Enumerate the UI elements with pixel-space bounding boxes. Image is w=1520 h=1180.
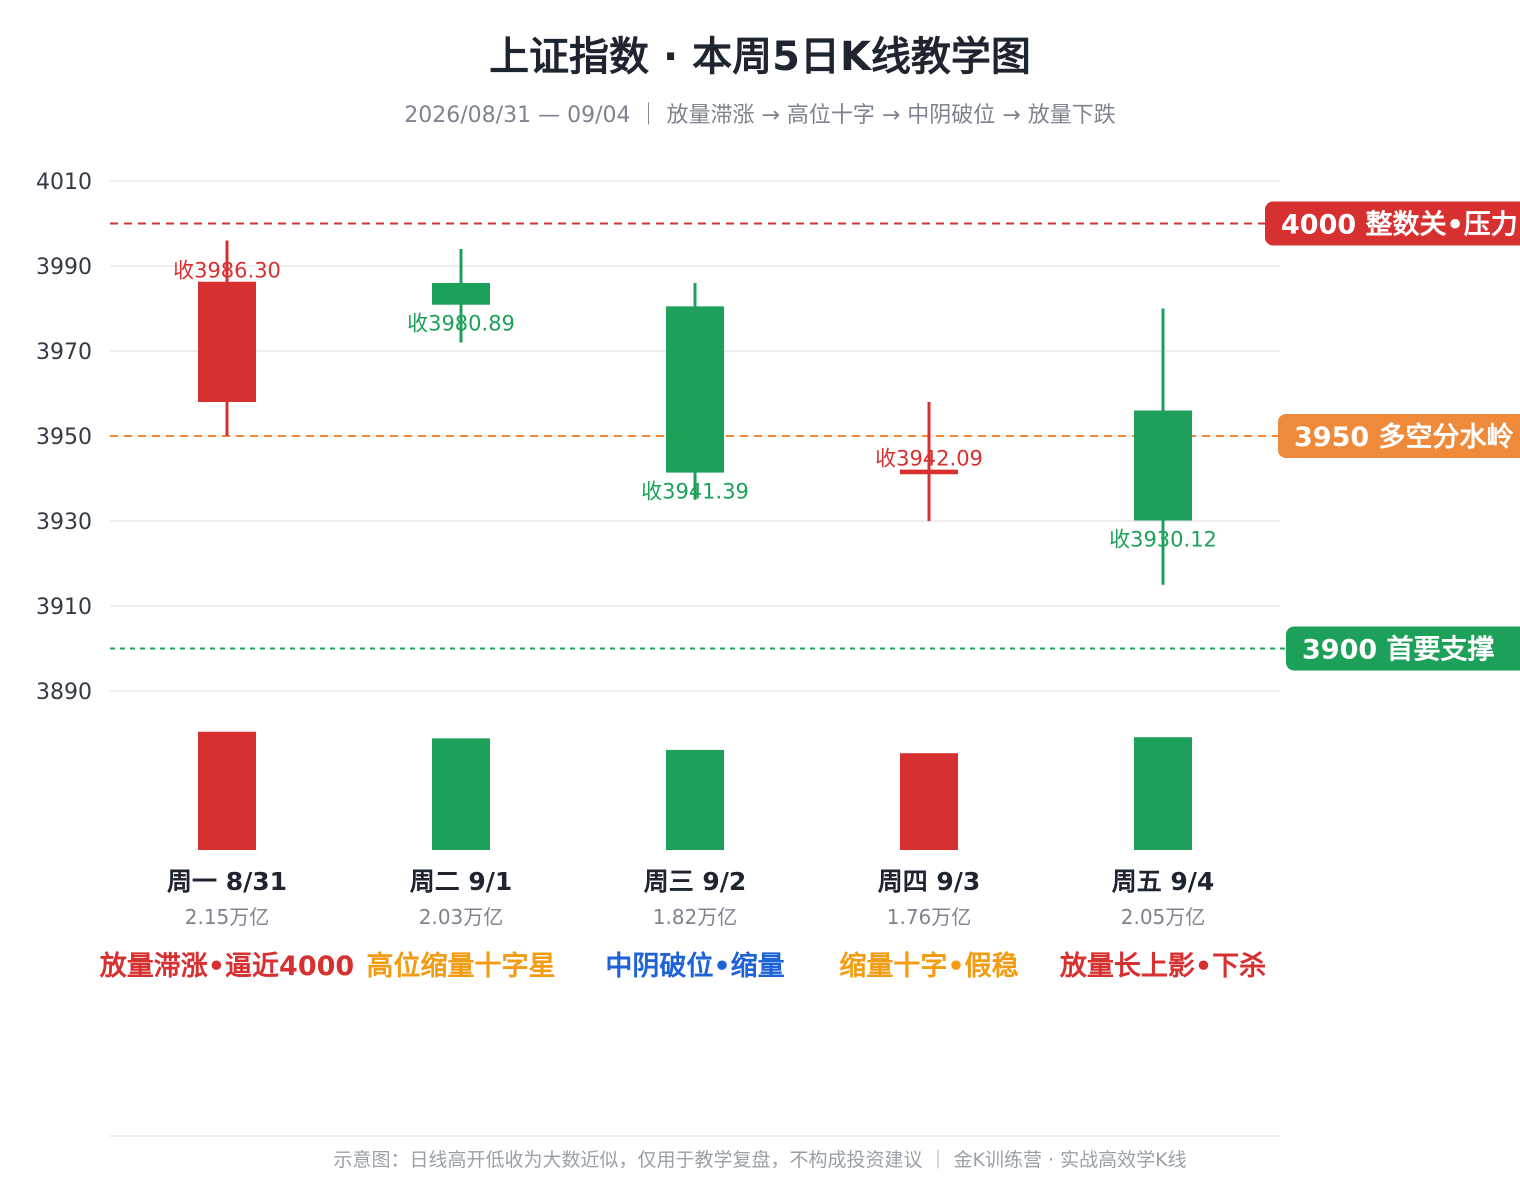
volume-bar <box>198 731 256 850</box>
y-tick-label: 3950 <box>36 425 92 450</box>
y-tick-label: 3930 <box>36 510 92 535</box>
reference-label: 3900 首要支撑 <box>1302 634 1495 666</box>
volume-bar <box>1134 737 1192 850</box>
volume-label: 2.03万亿 <box>419 905 504 929</box>
candle-body <box>1134 410 1192 521</box>
volume-label: 2.05万亿 <box>1121 905 1206 929</box>
y-tick-label: 3970 <box>36 340 92 365</box>
close-label: 收3986.30 <box>173 259 281 283</box>
chart-subtitle: 2026/08/31 — 09/04 ｜ 放量滞涨 → 高位十字 → 中阴破位 … <box>404 103 1115 128</box>
volume-label: 1.76万亿 <box>887 905 972 929</box>
close-label: 收3980.89 <box>407 312 515 336</box>
volume-bar <box>900 753 958 850</box>
y-tick-label: 4010 <box>36 170 92 195</box>
day-label: 周五 9/4 <box>1112 867 1215 896</box>
pattern-note: 放量长上影•下杀 <box>1059 950 1266 982</box>
grid-layer: 3890 3910 3930 3950 3970 3990 4010 <box>36 170 1280 705</box>
footer-note: 示意图：日线高开低收为大数近似，仅用于教学复盘，不构成投资建议 ｜ 金K训练营 … <box>333 1149 1186 1171</box>
volume-bar <box>666 749 724 850</box>
volume-label: 2.15万亿 <box>185 905 270 929</box>
day-label: 周三 9/2 <box>644 867 747 896</box>
pattern-note: 中阴破位•缩量 <box>605 950 784 982</box>
candle-body <box>900 469 958 475</box>
pattern-note: 高位缩量十字星 <box>367 950 556 982</box>
reference-tag <box>1265 201 1520 246</box>
reference-label: 4000 整数关•压力 <box>1281 210 1518 241</box>
reference-tag <box>1278 414 1520 458</box>
pattern-note: 放量滞涨•逼近4000 <box>99 950 354 982</box>
day-label: 周一 8/31 <box>167 867 287 896</box>
candle-body <box>198 281 256 402</box>
close-label: 收3941.39 <box>641 480 749 504</box>
pattern-note: 缩量十字•假稳 <box>839 950 1018 982</box>
candles: 收3986.30 收3980.89 收3941.39 收3942.09 收3930.12 <box>173 240 1217 585</box>
reference-lines: 4000 整数关•压力 3950 多空分水岭 3900 首要支撑 <box>110 201 1520 671</box>
volume-bar <box>432 738 490 850</box>
reference-label: 3950 多空分水岭 <box>1294 421 1514 453</box>
close-label: 收3930.12 <box>1109 527 1217 551</box>
y-tick-label: 3910 <box>36 595 92 620</box>
reference-tag <box>1286 626 1520 671</box>
candle-body <box>666 306 724 473</box>
volume-label: 1.82万亿 <box>653 905 738 929</box>
candle-body <box>432 283 490 305</box>
day-label: 周二 9/1 <box>410 867 513 896</box>
day-label: 周四 9/3 <box>878 867 981 896</box>
y-tick-label: 3990 <box>36 255 92 280</box>
close-label: 收3942.09 <box>875 447 983 471</box>
y-tick-label: 3890 <box>36 680 92 705</box>
volume-bars <box>198 731 1192 850</box>
chart-title: 上证指数 · 本周5日K线教学图 <box>489 34 1031 80</box>
